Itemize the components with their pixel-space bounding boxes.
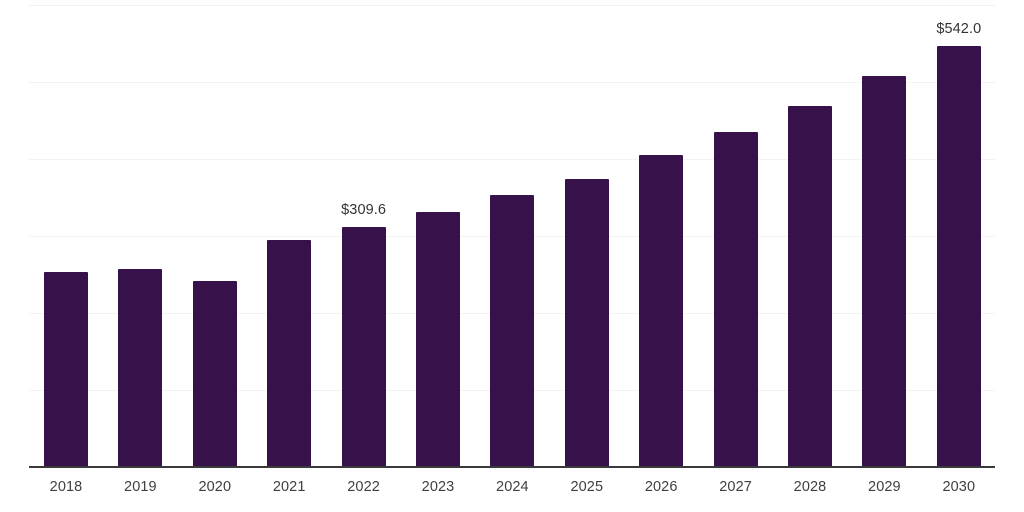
bar-2023[interactable] <box>416 211 460 467</box>
x-axis-label-2028: 2028 <box>793 479 827 495</box>
x-axis-label-2027: 2027 <box>719 479 752 495</box>
gridline <box>29 82 995 83</box>
gridline <box>29 5 995 6</box>
gridline <box>29 159 995 160</box>
bar-value-label-2022: $309.6 <box>341 201 387 218</box>
bar-2029[interactable] <box>862 76 907 467</box>
bar-2028[interactable] <box>788 106 832 467</box>
x-axis-label-2018: 2018 <box>49 479 83 495</box>
bar-2022[interactable] <box>341 226 386 467</box>
x-axis-label-2024: 2024 <box>496 479 529 495</box>
bar-2020[interactable] <box>192 281 237 467</box>
x-axis-line <box>29 466 995 468</box>
x-axis-label-2020: 2020 <box>198 479 232 495</box>
bar-2027[interactable] <box>713 132 758 467</box>
bar-2021[interactable] <box>267 240 312 467</box>
bar-2025[interactable] <box>564 178 609 467</box>
bar-2030[interactable] <box>936 46 981 467</box>
x-axis-label-2022: 2022 <box>347 479 380 495</box>
x-axis-label-2026: 2026 <box>644 479 678 495</box>
x-axis-label-2021: 2021 <box>272 479 306 495</box>
bar-value-label-2030: $542.0 <box>936 21 982 38</box>
bar-2019[interactable] <box>118 269 163 467</box>
x-axis-label-2029: 2029 <box>868 479 901 495</box>
bar-2018[interactable] <box>44 272 88 467</box>
x-axis-label-2023: 2023 <box>421 479 455 495</box>
bar-2024[interactable] <box>490 194 535 467</box>
x-axis-label-2030: 2030 <box>942 479 976 495</box>
x-axis-label-2019: 2019 <box>124 479 157 495</box>
bar-2026[interactable] <box>639 155 684 467</box>
x-axis-label-2025: 2025 <box>570 479 604 495</box>
